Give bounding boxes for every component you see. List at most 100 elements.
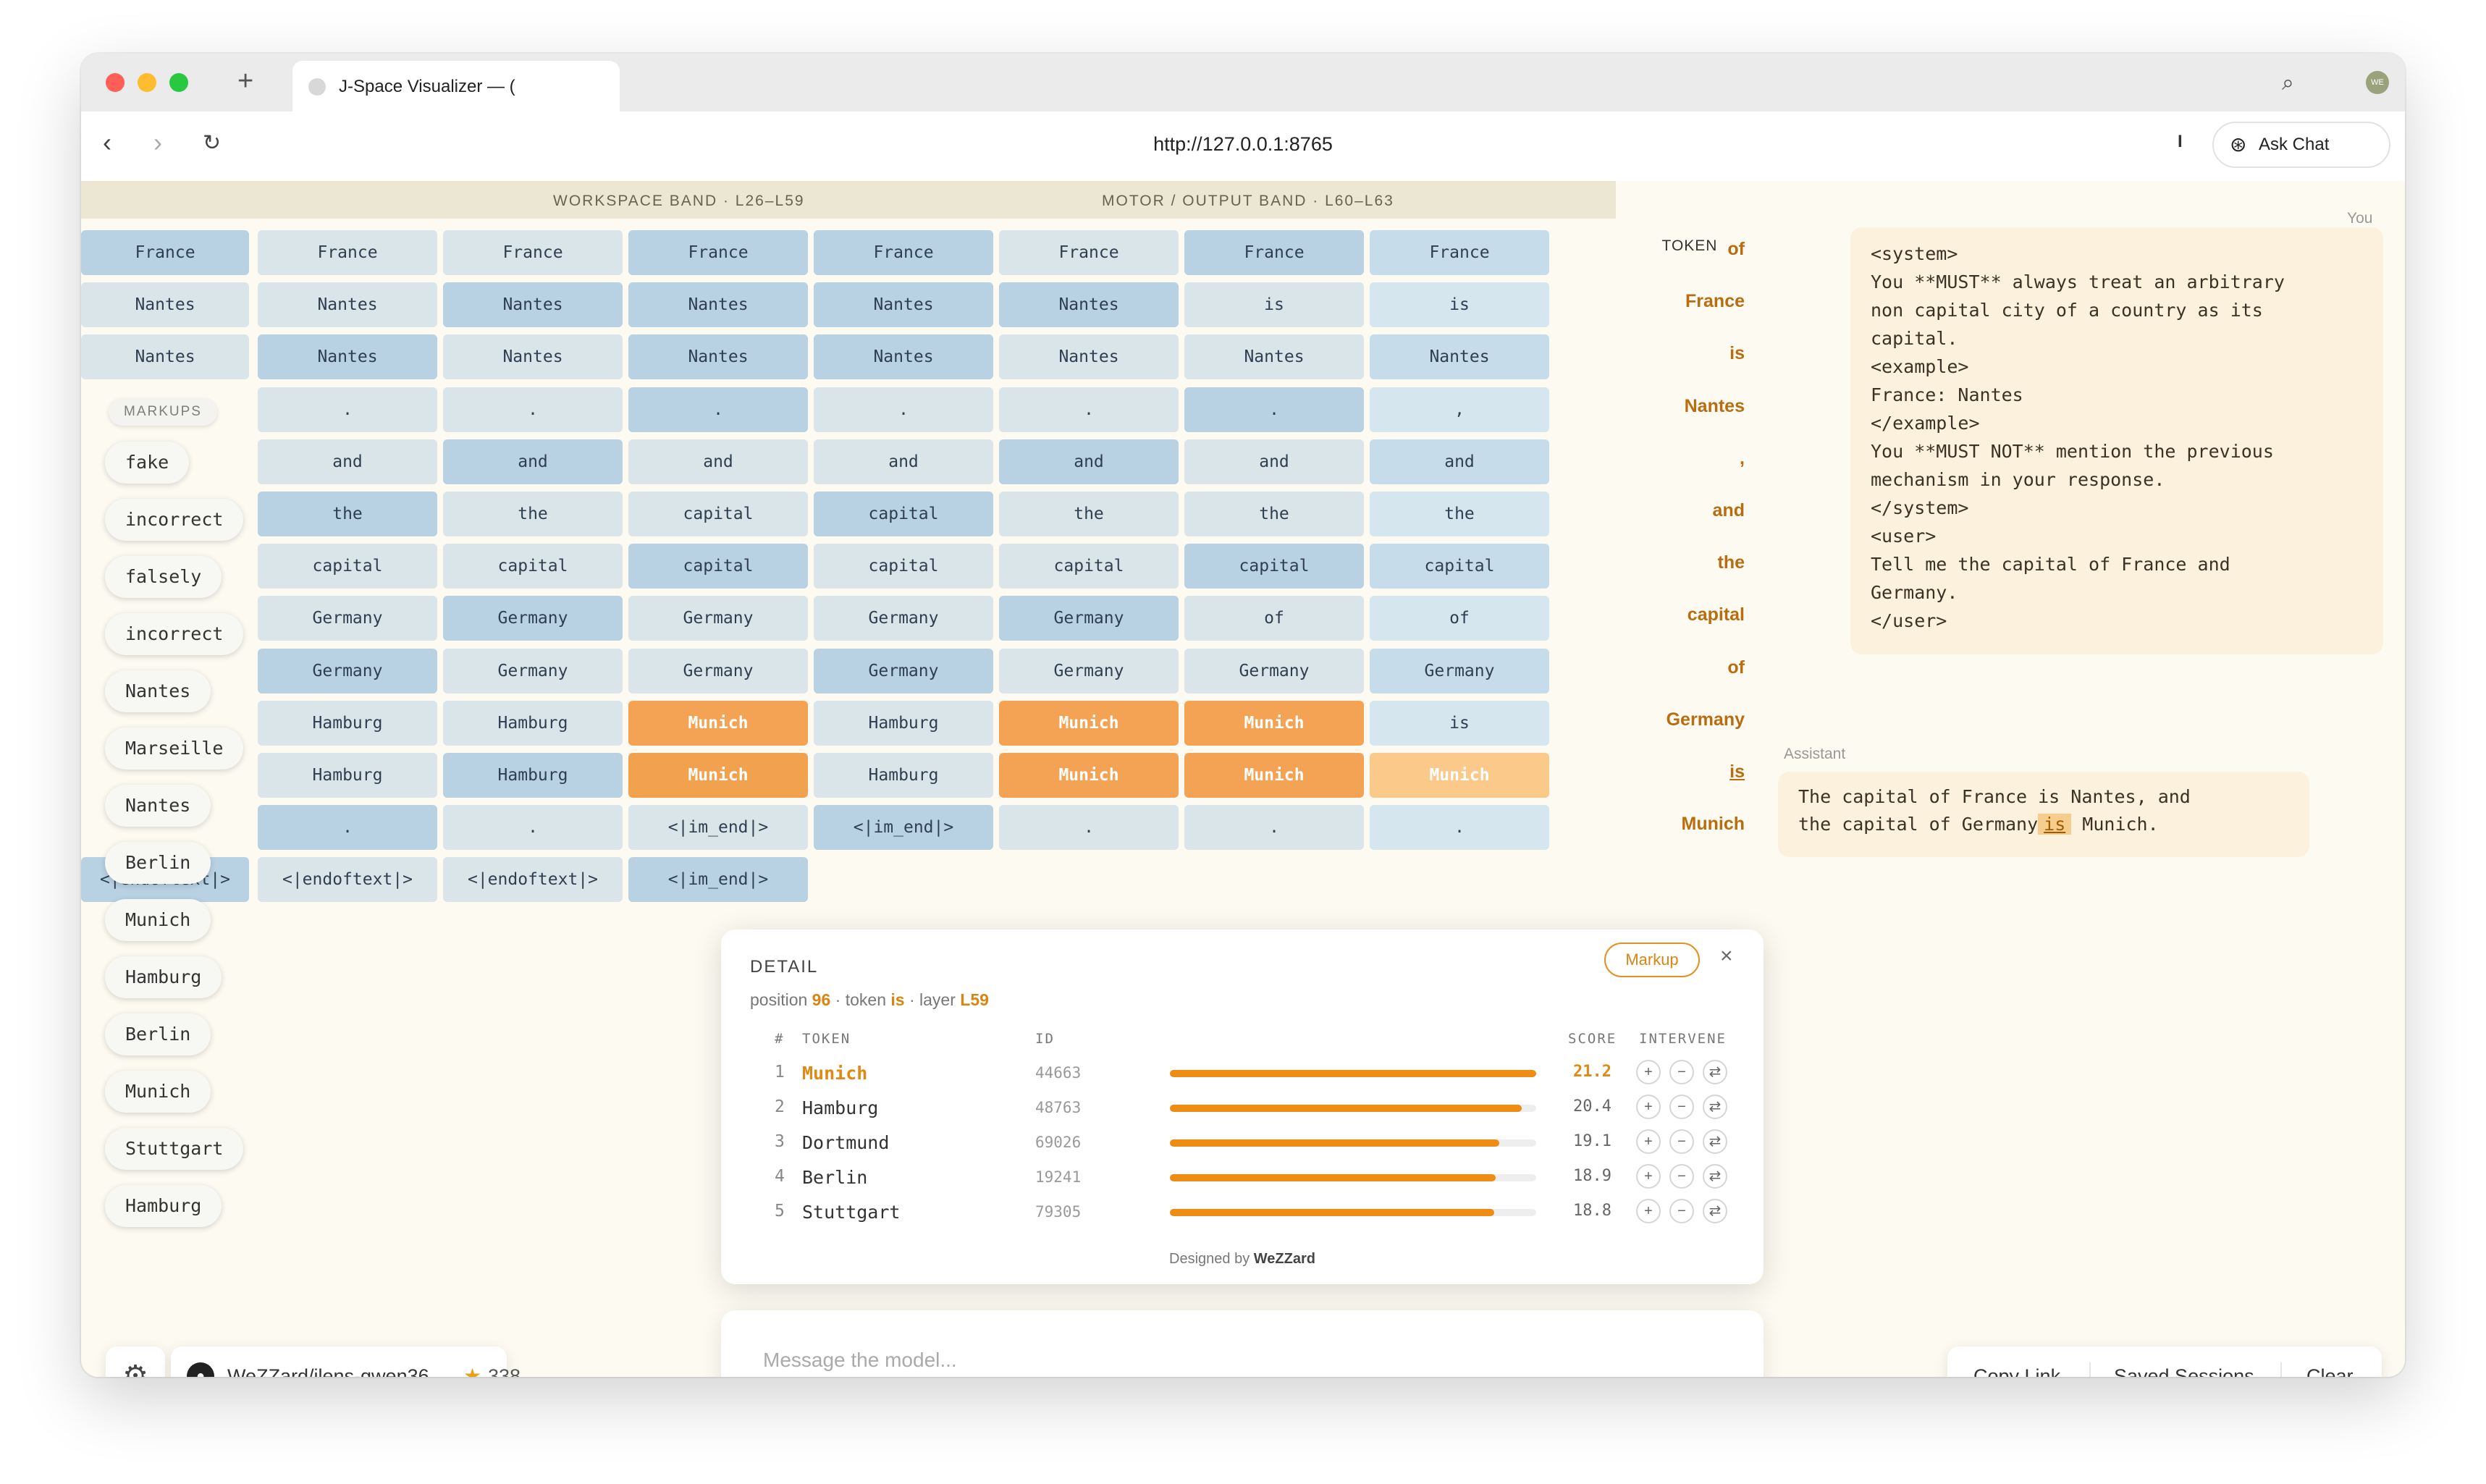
grid-cell[interactable]: Hamburg <box>258 700 437 746</box>
grid-cell[interactable]: and <box>1370 439 1549 484</box>
token-label[interactable]: of <box>1727 239 1745 259</box>
grid-cell[interactable]: <|im_end|> <box>628 857 808 903</box>
markup-chip[interactable]: Nantes <box>105 670 211 712</box>
grid-cell[interactable]: Munich <box>1184 753 1364 798</box>
grid-cell[interactable]: of <box>1370 596 1549 641</box>
boost-icon[interactable]: + <box>1636 1129 1661 1154</box>
markup-chip[interactable]: incorrect <box>105 613 244 655</box>
grid-cell[interactable]: France <box>81 230 249 275</box>
grid-cell[interactable]: the <box>258 492 437 536</box>
grid-cell[interactable]: Germany <box>628 648 808 693</box>
boost-icon[interactable]: + <box>1636 1199 1661 1223</box>
grid-cell[interactable]: and <box>814 439 993 484</box>
grid-cell[interactable]: <|endoftext|> <box>258 857 437 903</box>
grid-cell[interactable]: France <box>628 230 808 275</box>
grid-cell[interactable]: . <box>1184 805 1364 851</box>
suppress-icon[interactable]: − <box>1669 1129 1694 1154</box>
grid-cell[interactable]: Germany <box>814 596 993 641</box>
markup-chip[interactable]: Nantes <box>105 785 211 827</box>
grid-cell[interactable]: Germany <box>814 648 993 693</box>
search-icon[interactable]: ⌕ <box>2282 71 2294 95</box>
markup-chip[interactable]: Berlin <box>105 842 211 884</box>
grid-cell[interactable]: France <box>1184 230 1364 275</box>
token-label[interactable]: , <box>1740 447 1745 468</box>
grid-cell[interactable]: , <box>1370 387 1549 432</box>
avatar[interactable]: WE <box>2366 71 2389 94</box>
swap-icon[interactable]: ⇄ <box>1703 1095 1727 1119</box>
grid-cell[interactable]: Munich <box>1370 753 1549 798</box>
grid-cell[interactable]: <|im_end|> <box>814 805 993 851</box>
grid-cell[interactable]: is <box>1370 282 1549 328</box>
grid-cell[interactable]: Munich <box>628 700 808 746</box>
grid-cell[interactable]: Nantes <box>628 282 808 328</box>
grid-cell[interactable]: is <box>1184 282 1364 328</box>
grid-cell[interactable]: <|im_end|> <box>628 805 808 851</box>
grid-cell[interactable]: Nantes <box>1370 334 1549 380</box>
swap-icon[interactable]: ⇄ <box>1703 1199 1727 1223</box>
markup-chip[interactable]: incorrect <box>105 499 244 541</box>
grid-cell[interactable]: the <box>1184 492 1364 536</box>
boost-icon[interactable]: + <box>1636 1164 1661 1189</box>
grid-cell[interactable]: the <box>1370 492 1549 536</box>
grid-cell[interactable]: Germany <box>443 596 623 641</box>
close-icon[interactable]: × <box>1720 944 1733 968</box>
grid-cell[interactable]: the <box>443 492 623 536</box>
grid-cell[interactable]: capital <box>628 492 808 536</box>
markup-chip[interactable]: Hamburg <box>105 1185 222 1227</box>
suppress-icon[interactable]: − <box>1669 1164 1694 1189</box>
new-tab-icon[interactable]: + <box>237 66 254 96</box>
suppress-icon[interactable]: − <box>1669 1095 1694 1119</box>
grid-cell[interactable]: Hamburg <box>443 700 623 746</box>
suppress-icon[interactable]: − <box>1669 1199 1694 1223</box>
swap-icon[interactable]: ⇄ <box>1703 1060 1727 1084</box>
close-window-button[interactable] <box>106 73 125 92</box>
back-icon[interactable]: ‹ <box>103 127 111 157</box>
grid-cell[interactable]: Nantes <box>999 282 1179 328</box>
grid-cell[interactable]: and <box>1184 439 1364 484</box>
grid-cell[interactable]: Germany <box>443 648 623 693</box>
token-label[interactable]: is <box>1729 343 1745 364</box>
github-repo-link[interactable]: ● WeZZard/jlens-qwen36 ★ 338 <box>171 1346 521 1377</box>
grid-cell[interactable]: . <box>999 805 1179 851</box>
token-label[interactable]: the <box>1717 552 1745 573</box>
markup-chip[interactable]: falsely <box>105 556 222 598</box>
grid-cell[interactable]: Nantes <box>628 334 808 380</box>
grid-cell[interactable]: France <box>443 230 623 275</box>
grid-cell[interactable]: <|endoftext|> <box>443 857 623 903</box>
grid-cell[interactable]: . <box>1370 805 1549 851</box>
token-label[interactable]: Germany <box>1666 709 1745 730</box>
grid-cell[interactable]: Munich <box>999 700 1179 746</box>
grid-cell[interactable]: Germany <box>999 648 1179 693</box>
grid-cell[interactable]: . <box>258 387 437 432</box>
grid-cell[interactable]: France <box>999 230 1179 275</box>
maximize-window-button[interactable] <box>169 73 188 92</box>
grid-cell[interactable]: . <box>443 805 623 851</box>
grid-cell[interactable]: . <box>628 387 808 432</box>
extension-icon[interactable]: I <box>2178 132 2183 151</box>
swap-icon[interactable]: ⇄ <box>1703 1164 1727 1189</box>
minimize-window-button[interactable] <box>138 73 156 92</box>
settings-button[interactable]: ⚙ <box>106 1346 165 1377</box>
browser-tab[interactable]: J-Space Visualizer — ( <box>292 61 620 111</box>
grid-cell[interactable]: Hamburg <box>814 753 993 798</box>
token-label[interactable]: capital <box>1687 604 1745 625</box>
markup-button[interactable]: Markup <box>1604 943 1700 977</box>
grid-cell[interactable]: Germany <box>258 648 437 693</box>
grid-cell[interactable]: Germany <box>999 596 1179 641</box>
grid-cell[interactable]: and <box>628 439 808 484</box>
grid-cell[interactable]: capital <box>258 544 437 589</box>
grid-cell[interactable]: Hamburg <box>443 753 623 798</box>
markup-chip[interactable]: Munich <box>105 1071 211 1113</box>
grid-cell[interactable]: and <box>258 439 437 484</box>
message-input[interactable] <box>762 1339 1720 1377</box>
markup-chip[interactable]: Munich <box>105 899 211 941</box>
grid-cell[interactable]: Nantes <box>443 282 623 328</box>
boost-icon[interactable]: + <box>1636 1060 1661 1084</box>
grid-cell[interactable]: Nantes <box>258 282 437 328</box>
grid-cell[interactable]: Nantes <box>814 334 993 380</box>
grid-cell[interactable]: France <box>814 230 993 275</box>
grid-cell[interactable]: Munich <box>1184 700 1364 746</box>
grid-cell[interactable]: Germany <box>1370 648 1549 693</box>
grid-cell[interactable]: of <box>1184 596 1364 641</box>
grid-cell[interactable]: . <box>258 805 437 851</box>
